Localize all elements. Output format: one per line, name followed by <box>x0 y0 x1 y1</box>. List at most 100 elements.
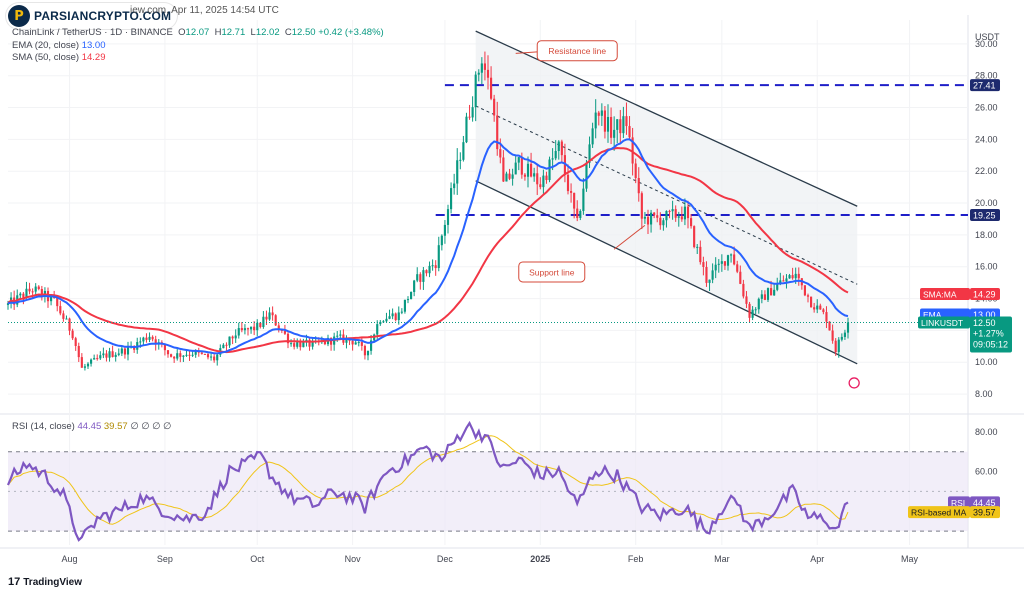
candle-body <box>90 359 93 364</box>
tradingview-logo-icon: 17 <box>8 576 21 588</box>
candle-body <box>819 305 822 310</box>
candle-body <box>265 316 268 320</box>
ema-legend-value: 13.00 <box>81 40 106 51</box>
ema20-line <box>7 138 849 355</box>
candle-body <box>686 206 690 219</box>
candle-body <box>299 342 302 348</box>
candle-body <box>290 343 293 345</box>
price-tick-label: 30.00 <box>975 39 998 49</box>
candle-body <box>816 305 819 310</box>
candle-body <box>345 338 348 343</box>
rsi-tick-label: 80.00 <box>975 427 998 437</box>
candle-body <box>191 354 194 356</box>
rsi-tag-label-bg <box>948 496 970 509</box>
candle-body <box>797 273 800 279</box>
price-tick-label: 20.00 <box>975 198 998 208</box>
candle-body <box>643 216 646 219</box>
candle-body <box>637 177 640 194</box>
candle-body <box>185 354 188 356</box>
resistance-callout-box <box>536 40 618 62</box>
candle-body <box>640 193 643 219</box>
candle-body <box>388 316 391 319</box>
rsi-tag-value-bg <box>970 496 1000 509</box>
candle-body <box>751 309 754 318</box>
candle-body <box>419 274 422 282</box>
candle-body <box>379 321 382 325</box>
candle-body <box>111 351 114 357</box>
high-label: H <box>214 27 222 38</box>
candle-body <box>93 358 96 360</box>
candle-body <box>736 264 739 272</box>
candle-body <box>813 307 816 310</box>
publish-info: iew.com, Apr 11, 2025 14:54 UTC <box>130 5 279 16</box>
candle-body <box>336 335 339 337</box>
candle-body <box>803 285 806 296</box>
candle-body <box>733 254 736 265</box>
candle-body <box>19 293 22 296</box>
candle-body <box>166 350 170 355</box>
rsi-legend-value: 44.45 <box>77 421 102 432</box>
candle-body <box>471 107 474 118</box>
candle-body <box>754 309 757 311</box>
level-price-tag-text: 19.25 <box>973 211 996 221</box>
candle-body <box>650 212 653 225</box>
candle-body <box>628 126 631 138</box>
candle-body <box>785 278 788 282</box>
open-label: O <box>178 27 186 38</box>
candle-body <box>742 283 745 297</box>
close-value: 12.50 <box>291 27 316 38</box>
price-tick-label: 28.00 <box>975 71 998 81</box>
sma-tag-value-text: 14.29 <box>973 289 996 299</box>
sma-legend-value: 14.29 <box>81 52 106 63</box>
rsi-legend-label: RSI (14, close) <box>12 421 75 432</box>
rsi-line <box>6 420 849 542</box>
candle-body <box>508 173 511 179</box>
candle-body <box>483 63 486 70</box>
time-tick-label: Aug <box>62 554 78 564</box>
sma-tag-label-bg <box>920 287 970 300</box>
rsi-tag-value-text: 44.45 <box>973 498 996 508</box>
candle-body <box>502 157 505 182</box>
candle-body <box>542 175 545 188</box>
price-tick-label: 10.00 <box>975 357 998 367</box>
candle-body <box>308 339 311 347</box>
candle-body <box>791 275 794 279</box>
rsi-legend[interactable]: RSI (14, close) 44.45 39.57 ∅ ∅ ∅ ∅ <box>12 421 171 432</box>
tradingview-brand[interactable]: 17 TradingView <box>8 576 82 588</box>
candle-body <box>213 356 216 361</box>
candle-body <box>351 340 354 345</box>
price-tick-label: 16.00 <box>975 262 998 272</box>
candle-body <box>591 128 594 145</box>
candle-body <box>659 217 662 226</box>
candle-body <box>554 151 557 159</box>
candle-body <box>739 271 742 284</box>
candle-body <box>745 296 748 304</box>
candle-body <box>25 288 28 299</box>
rsi-ma-legend-value: 39.57 <box>103 421 128 432</box>
sma-tag-label-text: SMA:MA <box>923 289 957 299</box>
candle-body <box>616 119 619 130</box>
candle-body <box>674 209 677 218</box>
candle-body <box>311 340 314 347</box>
candle-body <box>806 295 810 297</box>
candle-body <box>142 337 145 342</box>
candle-body <box>671 209 674 212</box>
candle-body <box>634 163 637 178</box>
candle-body <box>231 336 234 339</box>
candle-body <box>446 209 450 225</box>
ema-legend[interactable]: EMA (20, close) 13.00 <box>12 40 105 51</box>
candle-body <box>490 77 493 99</box>
candle-body <box>770 288 773 296</box>
low-value: 12.02 <box>255 27 280 38</box>
candle-body <box>376 324 379 335</box>
candle-body <box>459 159 462 161</box>
time-tick-label: 2025 <box>530 554 550 564</box>
candle-body <box>837 339 840 353</box>
candle-body <box>462 142 465 160</box>
sma-legend[interactable]: SMA (50, close) 14.29 <box>12 52 105 63</box>
candle-body <box>203 353 206 355</box>
rsi-ma-tag-value-bg <box>970 506 1000 519</box>
symbol-legend[interactable]: ChainLink / TetherUS · 1D · BINANCE O12.… <box>12 27 384 38</box>
candle-body <box>99 355 102 359</box>
